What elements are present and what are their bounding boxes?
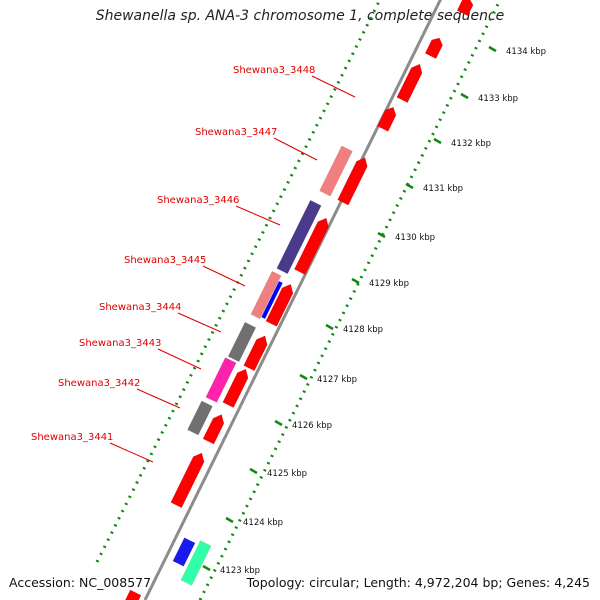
scale-tick-label: 4129 kbp [369, 279, 409, 289]
gene-label: Shewana3_3443 [79, 338, 161, 349]
scale-tick-mark [351, 277, 360, 285]
gene-label-leader [235, 205, 281, 226]
chromosome-backbone [143, 0, 442, 600]
genome-stats-text: Topology: circular; Length: 4,972,204 bp… [246, 575, 590, 590]
gene-label: Shewana3_3447 [195, 127, 277, 138]
gene-label-leader [202, 265, 246, 287]
gene-block [376, 106, 397, 132]
gene-block [172, 537, 196, 567]
gene-block [187, 400, 213, 436]
scale-tick-label: 4123 kbp [220, 566, 260, 576]
gene-block [396, 63, 423, 103]
scale-tick-label: 4124 kbp [243, 518, 283, 528]
gene-block [261, 280, 283, 320]
gene-label: Shewana3_3446 [157, 195, 239, 206]
scale-tick-label: 4127 kbp [317, 375, 357, 385]
gene-label: Shewana3_3441 [31, 432, 113, 443]
scale-tick-mark [433, 137, 442, 145]
gene-block [265, 283, 294, 327]
scale-tick-mark [377, 231, 386, 239]
scale-tick-label: 4131 kbp [423, 184, 463, 194]
scale-ticks: 4123 kbp 4124 kbp 4125 kbp 4126 kbp 4127 kbp… [202, 45, 546, 576]
scale-tick-label: 4134 kbp [506, 47, 546, 57]
gene-block [250, 270, 282, 320]
gene-label-leader [157, 348, 202, 370]
gene-block [205, 357, 237, 403]
gene-block [319, 145, 353, 197]
backbone-line [143, 0, 442, 600]
gene-block [125, 589, 142, 600]
gene-labels: Shewana3_3448 Shewana3_3447 Shewana3_3446 S… [31, 65, 356, 463]
gene-block [222, 368, 249, 408]
gene-block [294, 217, 329, 275]
gene-block [424, 37, 443, 59]
scale-tick-mark [488, 45, 497, 53]
outer-dotted-line [198, 0, 502, 600]
gene-label: Shewana3_3445 [124, 255, 206, 266]
scale-tick-label: 4130 kbp [395, 233, 435, 243]
inner-dotted-line [95, 0, 382, 563]
scale-tick-mark [202, 564, 211, 572]
gene-block [170, 452, 205, 509]
scale-tick-mark [325, 323, 334, 331]
gene-label-leader [273, 137, 318, 161]
dotted-guide-lines [95, 0, 502, 600]
scale-tick-mark [405, 182, 414, 190]
gene-block [227, 321, 257, 363]
scale-tick-label: 4126 kbp [292, 421, 332, 431]
scale-tick-label: 4132 kbp [451, 139, 491, 149]
scale-tick-mark [274, 419, 283, 427]
gene-block [243, 335, 268, 372]
scale-tick-label: 4128 kbp [343, 325, 383, 335]
gene-label-leader [177, 312, 222, 333]
map-title: Shewanella sp. ANA-3 chromosome 1, compl… [95, 8, 505, 24]
scale-tick-mark [299, 373, 308, 381]
gene-block [202, 414, 225, 445]
gene-features [125, 0, 474, 600]
gene-block [456, 0, 474, 17]
scale-tick-label: 4133 kbp [478, 94, 518, 104]
gene-block [337, 157, 368, 206]
accession-text: Accession: NC_008577 [9, 575, 152, 590]
gene-label: Shewana3_3442 [58, 378, 140, 389]
gene-label-leader [136, 388, 181, 409]
gene-block [180, 540, 212, 586]
scale-tick-mark [249, 467, 258, 475]
gene-block [276, 199, 322, 275]
gene-label-leader [109, 442, 154, 463]
gene-label: Shewana3_3444 [99, 302, 181, 313]
scale-tick-label: 4125 kbp [267, 469, 307, 479]
scale-tick-mark [225, 516, 234, 524]
gene-label-leader [311, 75, 356, 98]
scale-tick-mark [460, 92, 469, 100]
gene-label: Shewana3_3448 [233, 65, 315, 76]
